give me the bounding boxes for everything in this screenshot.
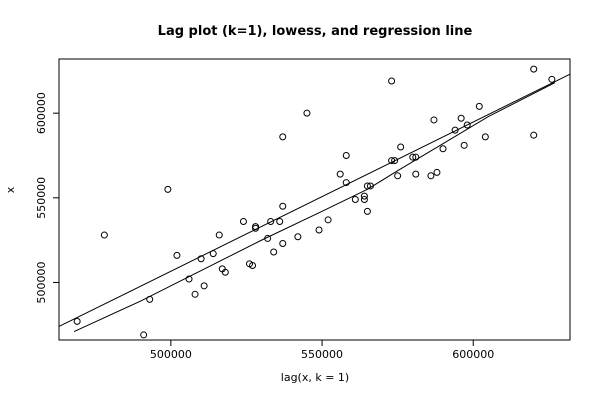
data-point <box>185 275 193 283</box>
data-point <box>146 295 154 303</box>
chart-title: Lag plot (k=1), lowess, and regression l… <box>158 24 473 39</box>
data-point <box>409 153 417 161</box>
data-point <box>173 251 181 259</box>
data-point <box>397 143 405 151</box>
x-axis-label: lag(x, k = 1) <box>281 371 349 384</box>
data-point <box>315 226 323 234</box>
y-tick-label: 500000 <box>35 261 48 303</box>
data-point <box>463 121 471 129</box>
x-axis: 500000 550000 600000 <box>150 340 494 361</box>
data-point <box>342 151 350 159</box>
data-point <box>481 133 489 141</box>
data-point <box>530 65 538 73</box>
data-point <box>391 157 399 165</box>
data-point <box>342 179 350 187</box>
data-point <box>360 196 368 203</box>
data-point <box>221 268 229 276</box>
y-axis-label: x <box>4 186 17 193</box>
data-point <box>475 102 483 110</box>
data-point <box>351 196 359 203</box>
y-tick-label: 550000 <box>35 177 48 219</box>
data-point <box>252 224 260 232</box>
data-point <box>73 317 81 325</box>
data-point <box>457 114 465 122</box>
data-point <box>279 240 287 248</box>
data-point <box>433 168 441 176</box>
data-point <box>394 172 402 180</box>
x-tick-label: 500000 <box>150 348 192 361</box>
y-axis: 500000 550000 600000 <box>35 92 59 303</box>
scatter-points <box>73 65 556 339</box>
data-point <box>140 331 148 339</box>
data-point <box>164 185 172 193</box>
data-point <box>276 218 284 226</box>
data-point <box>270 248 278 256</box>
data-point <box>548 75 556 83</box>
data-point <box>530 131 538 139</box>
data-point <box>336 170 344 178</box>
data-point <box>267 218 275 226</box>
x-tick-label: 600000 <box>452 348 494 361</box>
y-tick-label: 600000 <box>35 92 48 134</box>
data-point <box>239 218 247 226</box>
data-point <box>412 153 420 161</box>
data-point <box>439 145 447 153</box>
data-point <box>279 133 287 141</box>
data-point <box>427 172 435 180</box>
data-point <box>366 182 374 190</box>
data-point <box>200 282 208 290</box>
data-point <box>430 116 438 124</box>
data-point <box>363 207 371 215</box>
data-point <box>264 234 272 242</box>
regression-line <box>58 73 571 327</box>
data-point <box>249 262 257 270</box>
data-point <box>215 231 223 239</box>
fit-lines <box>58 73 571 332</box>
data-point <box>412 170 420 178</box>
data-point <box>294 233 302 241</box>
data-point <box>360 192 368 200</box>
data-point <box>209 250 217 258</box>
data-point <box>100 231 108 239</box>
data-point <box>451 126 459 134</box>
data-point <box>460 141 468 149</box>
lowess-line <box>73 82 556 332</box>
data-point <box>279 202 287 210</box>
data-point <box>388 157 396 165</box>
data-point <box>324 216 332 224</box>
data-point <box>191 290 199 298</box>
data-point <box>303 109 311 117</box>
data-point <box>197 255 205 263</box>
plot-frame <box>58 58 571 341</box>
data-point <box>363 182 371 190</box>
x-tick-label: 550000 <box>301 348 343 361</box>
data-point <box>388 77 396 85</box>
